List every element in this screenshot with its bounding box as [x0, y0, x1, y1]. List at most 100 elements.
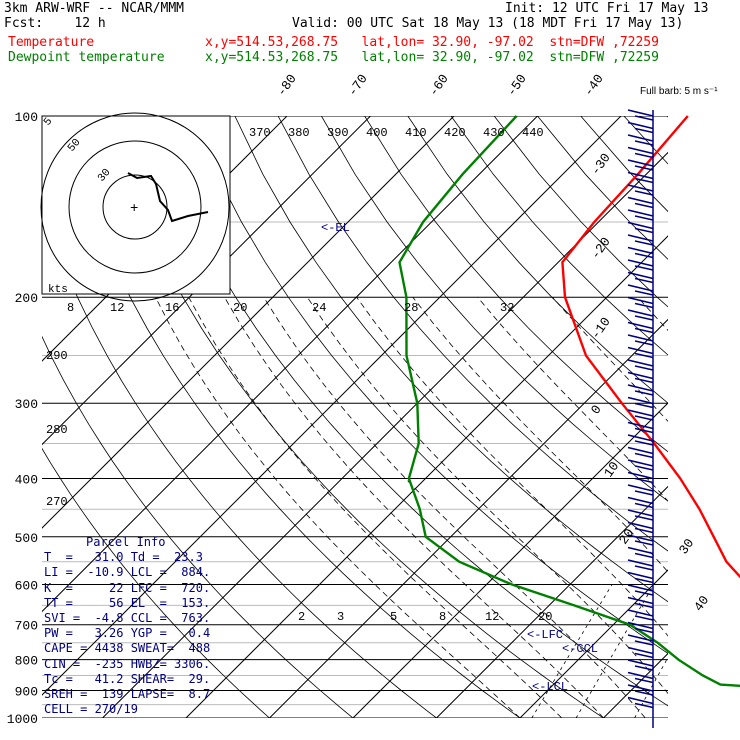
pressure-tick-label: 600 [15, 578, 38, 593]
hodograph-origin: + [130, 201, 138, 217]
temperature-tick-label: 30 [676, 536, 697, 557]
temperature-tick-label: -20 [588, 235, 614, 263]
dry-adiabat [42, 116, 454, 718]
pressure-tick-label: 800 [15, 654, 38, 669]
hodograph-ring [102, 174, 168, 240]
wind-barb [627, 446, 654, 459]
wind-barb [627, 521, 654, 534]
hodograph-speed-label: 16 [165, 301, 179, 315]
dry-adiabat [277, 116, 668, 718]
level-annotation: <-CCL [562, 642, 598, 656]
moist-adiabat [224, 296, 604, 718]
theta-e-label: 420 [444, 126, 466, 140]
barb-caption: Full barb: 5 m s⁻¹ [640, 86, 718, 97]
wind-barb [627, 634, 654, 646]
wind-barb [627, 434, 654, 446]
valid-time: Valid: 00 UTC Sat 18 May 13 (18 MDT Fri … [292, 16, 684, 31]
parcel-row: T = 31.0 Td = 23.3 [44, 550, 203, 565]
parcel-row: Tc = 41.2 SHEAR= 29. [44, 671, 211, 686]
hodograph-frame [41, 115, 231, 295]
hodograph-speed-label: 8 [67, 301, 74, 315]
parcel-row: CAPE = 4438 SWEAT= 488 [44, 641, 211, 656]
wind-barb [627, 584, 654, 596]
wind-barb [627, 596, 654, 609]
temperature-tick-label: 40 [691, 593, 712, 614]
dry-adiabat [666, 116, 668, 718]
temperature-legend: Temperature [8, 35, 95, 50]
wind-barb [627, 421, 654, 434]
parcel-row: CIN = -235 HWBZ= 3306. [44, 656, 211, 671]
dewpoint-curve [398, 115, 740, 688]
model-title: 3km ARW-WRF -- NCAR/MMM [4, 1, 185, 16]
wind-barb [627, 209, 654, 221]
wind-barb [627, 334, 654, 346]
forecast-hour: Fcst: 12 h [4, 16, 106, 31]
moist-adiabat [356, 296, 668, 718]
hodograph-speed-label: 24 [312, 301, 326, 315]
wind-barb [627, 159, 654, 171]
dry-adiabat [580, 116, 668, 718]
wind-barb [627, 371, 654, 384]
mixing-ratio-label: 20 [538, 610, 552, 624]
parcel-row: LI = -10.9 LCL = 884. [44, 565, 211, 580]
level-annotation: <-EL [321, 221, 350, 235]
wind-barb [627, 509, 654, 521]
temperature-tick-label: -50 [504, 72, 530, 100]
parcel-row: K = 22 LFC = 720. [44, 580, 211, 595]
wind-barb [627, 646, 654, 659]
pressure-tick-label: 900 [15, 684, 38, 699]
theta-e-label: 370 [249, 126, 271, 140]
wind-barb [627, 134, 654, 146]
init-time: Init: 12 UTC Fri 17 May 13 [505, 1, 709, 16]
dry-adiabat [321, 116, 668, 718]
wind-barb [627, 246, 654, 259]
pressure-tick-label: 400 [15, 472, 38, 487]
pressure-tick-label: 300 [15, 397, 38, 412]
pressure-tick-label: 500 [15, 531, 38, 546]
wind-barb [627, 196, 654, 209]
theta-e-label: 430 [483, 126, 505, 140]
pressure-tick-label: 100 [15, 110, 38, 125]
mixing-ratio-label: 8 [439, 610, 446, 624]
dry-adiabat [710, 116, 740, 731]
theta-e-label: 380 [288, 126, 310, 140]
dry-adiabat [234, 116, 668, 718]
theta-e-label: 400 [366, 126, 388, 140]
moist-adiabat [731, 297, 740, 718]
hodograph-speed-label: 12 [110, 301, 124, 315]
dry-adiabat [450, 116, 668, 718]
temperature-curve [561, 115, 740, 579]
wind-barb [627, 384, 654, 396]
parcel-row: SVI = -4.8 CCL = 763. [44, 610, 211, 625]
wind-barb [627, 396, 654, 409]
isotherm-line [185, 116, 668, 718]
pressure-tick-label: 200 [15, 291, 38, 306]
dry-adiabat [407, 116, 668, 718]
temperature-tick-label: 20 [616, 526, 637, 547]
wind-barb [627, 659, 654, 671]
parcel-info-panel: Parcel Info T = 31.0 Td = 23.3 LI = -10.… [44, 535, 234, 717]
temperature-tick-label: -10 [588, 315, 614, 343]
moist-adiabat [412, 296, 668, 718]
wind-barb [627, 321, 654, 334]
wind-barb [627, 296, 654, 309]
wind-barb [627, 359, 654, 371]
wind-barb [627, 696, 654, 709]
wind-barb [627, 684, 654, 696]
mixing-ratio-label: 3 [337, 610, 344, 624]
parcel-row: PW = 3.26 YGP = 0.4 [44, 626, 211, 641]
wind-barb [627, 109, 654, 121]
level-annotation: <-LCL [532, 680, 568, 694]
isotherm-line [687, 116, 740, 718]
theta-label: 270 [46, 495, 68, 509]
hodograph-ring [68, 140, 202, 274]
wind-barb [627, 471, 654, 484]
theta-e-label: 440 [522, 126, 544, 140]
dewpoint-legend: Dewpoint temperature [8, 50, 165, 65]
isotherm-line [269, 116, 668, 718]
pressure-tick-label: 700 [15, 619, 38, 634]
dry-adiabat [104, 116, 624, 718]
temperature-tick-label: -30 [588, 151, 614, 179]
isotherm-line [42, 116, 371, 718]
